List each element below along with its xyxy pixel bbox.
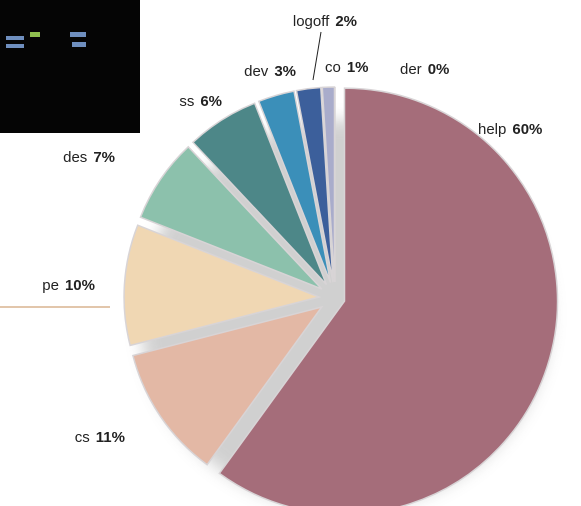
photo-fragment <box>0 0 140 133</box>
slice-name: logoff <box>293 13 330 30</box>
slice-label: logoff 2% <box>293 13 357 30</box>
photo-detail <box>70 32 86 37</box>
slice-label: pe 10% <box>42 277 95 294</box>
slice-name: pe <box>42 277 59 294</box>
slice-value: 6% <box>200 93 222 110</box>
slice-name: dev <box>244 63 269 80</box>
slice-name: cs <box>75 429 90 446</box>
slice-label: dev 3% <box>244 63 296 80</box>
slice-value: 60% <box>512 121 542 138</box>
slice-value: 2% <box>335 13 357 30</box>
slice-name: der <box>400 61 422 78</box>
slice-label: des 7% <box>63 149 115 166</box>
slice-value: 3% <box>274 63 296 80</box>
chart: help 60% cs 11% pe 10% des 7% ss 6% dev 3% logoff 2% c… <box>0 0 581 506</box>
slice-label: der 0% <box>400 61 449 78</box>
slice-label: help 60% <box>478 121 542 138</box>
slice-label: ss 6% <box>179 93 222 110</box>
slice-value: 7% <box>93 149 115 166</box>
slice-name: co <box>325 59 341 76</box>
photo-detail <box>6 44 24 48</box>
slice-label: co 1% <box>325 59 369 76</box>
photo-detail <box>72 42 86 47</box>
photo-detail <box>30 32 40 37</box>
slice-value: 10% <box>65 277 95 294</box>
slice-value: 1% <box>347 59 369 76</box>
slice-name: help <box>478 121 506 138</box>
slice-name: ss <box>179 93 194 110</box>
slice-value: 11% <box>96 429 125 446</box>
slice-label: cs 11% <box>75 429 125 446</box>
photo-detail <box>6 36 24 40</box>
slice-value: 0% <box>428 61 450 78</box>
leader-line <box>313 32 321 80</box>
slice-name: des <box>63 149 87 166</box>
